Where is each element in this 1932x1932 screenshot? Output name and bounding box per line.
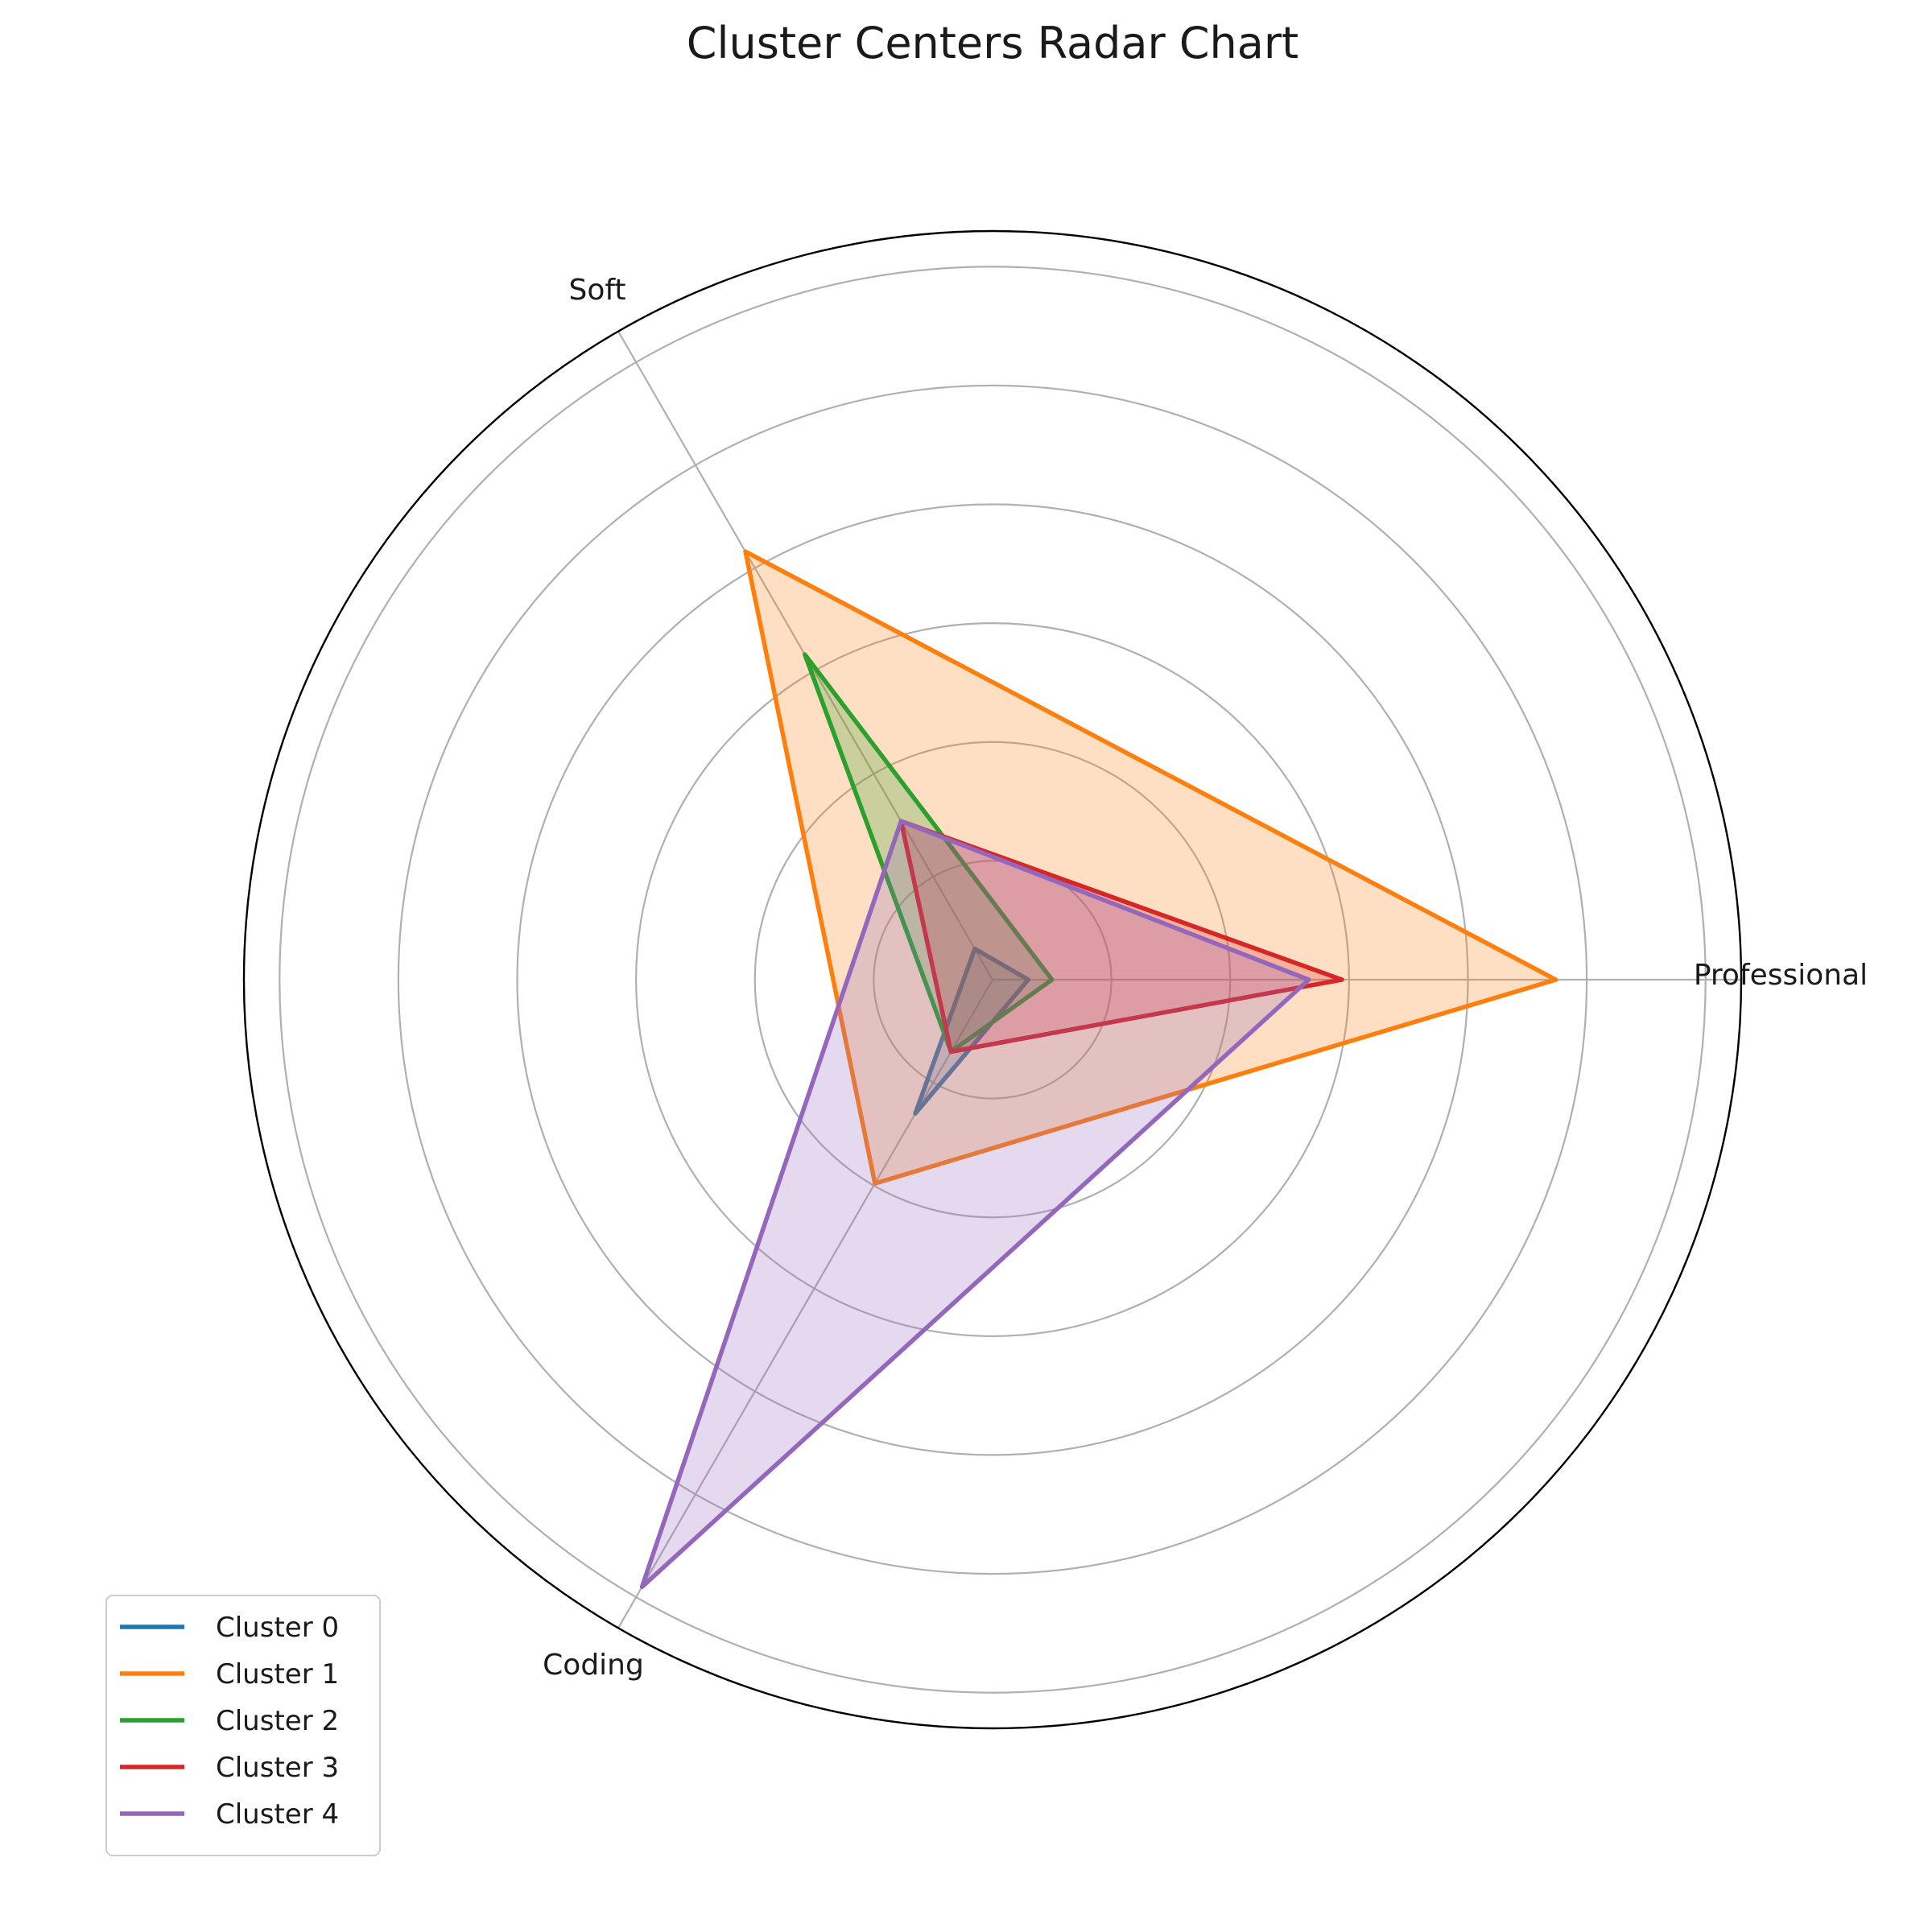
legend-label-cluster-2: Cluster 2: [216, 1705, 339, 1737]
series-line-cluster-1: [743, 549, 1558, 1186]
legend-box: [105, 1595, 381, 1856]
series-fill-cluster-1: [745, 551, 1556, 1184]
legend-label-cluster-0: Cluster 0: [216, 1612, 339, 1644]
radar-series: [639, 549, 1558, 1590]
series-fill-cluster-4: [642, 821, 1309, 1587]
legend-label-cluster-4: Cluster 4: [216, 1798, 339, 1831]
legend: Cluster 0 Cluster 1 Cluster 2 Cluster 3 Clus…: [105, 1595, 381, 1856]
axis-spoke-coding: [617, 979, 993, 1629]
series-line-cluster-4: [639, 819, 1311, 1590]
series-line-cluster-2: [803, 652, 1055, 1055]
legend-label-cluster-3: Cluster 3: [216, 1752, 339, 1784]
legend-label-cluster-1: Cluster 1: [216, 1658, 339, 1690]
series-line-cluster-3: [898, 819, 1344, 1055]
axis-label-professional: Professional: [1694, 959, 1868, 992]
axis-labels: Professional Soft Coding: [543, 274, 1868, 1682]
series-fill-cluster-0: [915, 948, 1029, 1114]
radar-grid: [242, 229, 1743, 1730]
axis-label-soft: Soft: [568, 274, 625, 307]
chart-title: Cluster Centers Radar Chart: [687, 18, 1298, 68]
series-fill-cluster-3: [901, 821, 1342, 1052]
outer-frame: [242, 229, 1743, 1730]
axis-label-coding: Coding: [543, 1649, 644, 1682]
series-fill-cluster-2: [804, 654, 1052, 1052]
